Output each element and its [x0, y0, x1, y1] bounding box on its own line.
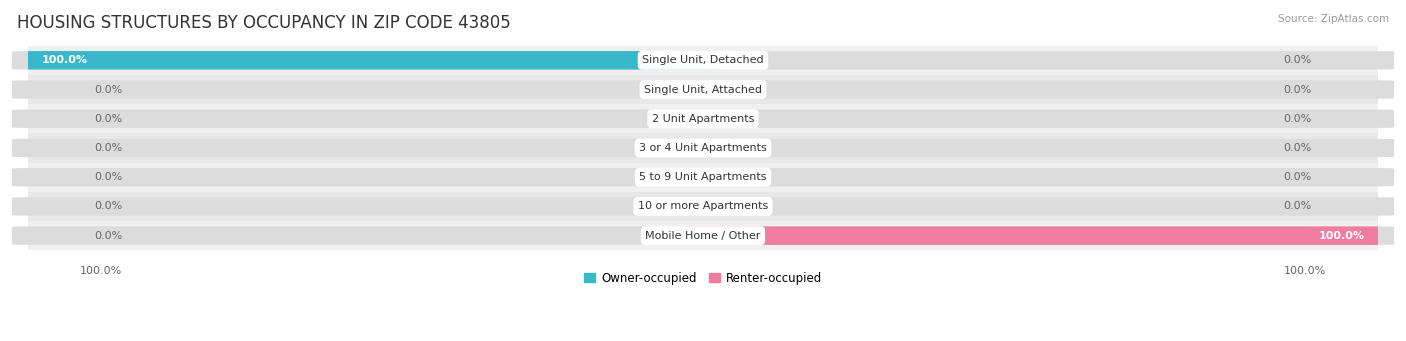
Bar [28, 104, 1378, 133]
Text: HOUSING STRUCTURES BY OCCUPANCY IN ZIP CODE 43805: HOUSING STRUCTURES BY OCCUPANCY IN ZIP C… [17, 14, 510, 32]
FancyBboxPatch shape [11, 168, 1395, 187]
Bar [28, 192, 1378, 221]
FancyBboxPatch shape [11, 197, 1395, 216]
Bar [28, 163, 1378, 192]
Text: 0.0%: 0.0% [94, 172, 122, 182]
FancyBboxPatch shape [11, 109, 1395, 128]
FancyBboxPatch shape [11, 226, 1395, 245]
FancyBboxPatch shape [11, 80, 1395, 99]
Text: 0.0%: 0.0% [1284, 202, 1312, 211]
Text: Source: ZipAtlas.com: Source: ZipAtlas.com [1278, 14, 1389, 24]
Text: 2 Unit Apartments: 2 Unit Apartments [652, 114, 754, 124]
Text: 0.0%: 0.0% [1284, 85, 1312, 94]
Text: 100.0%: 100.0% [1284, 266, 1326, 276]
Bar [28, 221, 1378, 250]
Text: Single Unit, Attached: Single Unit, Attached [644, 85, 762, 94]
Text: 0.0%: 0.0% [94, 143, 122, 153]
Text: 0.0%: 0.0% [1284, 172, 1312, 182]
Text: 5 to 9 Unit Apartments: 5 to 9 Unit Apartments [640, 172, 766, 182]
Text: 0.0%: 0.0% [94, 202, 122, 211]
Bar [28, 133, 1378, 163]
FancyBboxPatch shape [11, 51, 1395, 70]
Text: 0.0%: 0.0% [1284, 114, 1312, 124]
Text: 0.0%: 0.0% [94, 231, 122, 241]
Text: 0.0%: 0.0% [1284, 55, 1312, 65]
Text: 0.0%: 0.0% [94, 114, 122, 124]
Text: Single Unit, Detached: Single Unit, Detached [643, 55, 763, 65]
Text: 10 or more Apartments: 10 or more Apartments [638, 202, 768, 211]
Text: 3 or 4 Unit Apartments: 3 or 4 Unit Apartments [640, 143, 766, 153]
Text: Mobile Home / Other: Mobile Home / Other [645, 231, 761, 241]
Text: 0.0%: 0.0% [1284, 143, 1312, 153]
Text: 100.0%: 100.0% [1319, 231, 1364, 241]
Text: 100.0%: 100.0% [80, 266, 122, 276]
Bar [28, 46, 1378, 75]
Text: 0.0%: 0.0% [94, 85, 122, 94]
FancyBboxPatch shape [11, 139, 1395, 157]
Text: 100.0%: 100.0% [42, 55, 87, 65]
Bar [28, 75, 1378, 104]
Legend: Owner-occupied, Renter-occupied: Owner-occupied, Renter-occupied [579, 267, 827, 290]
FancyBboxPatch shape [8, 51, 723, 70]
FancyBboxPatch shape [683, 226, 1398, 245]
